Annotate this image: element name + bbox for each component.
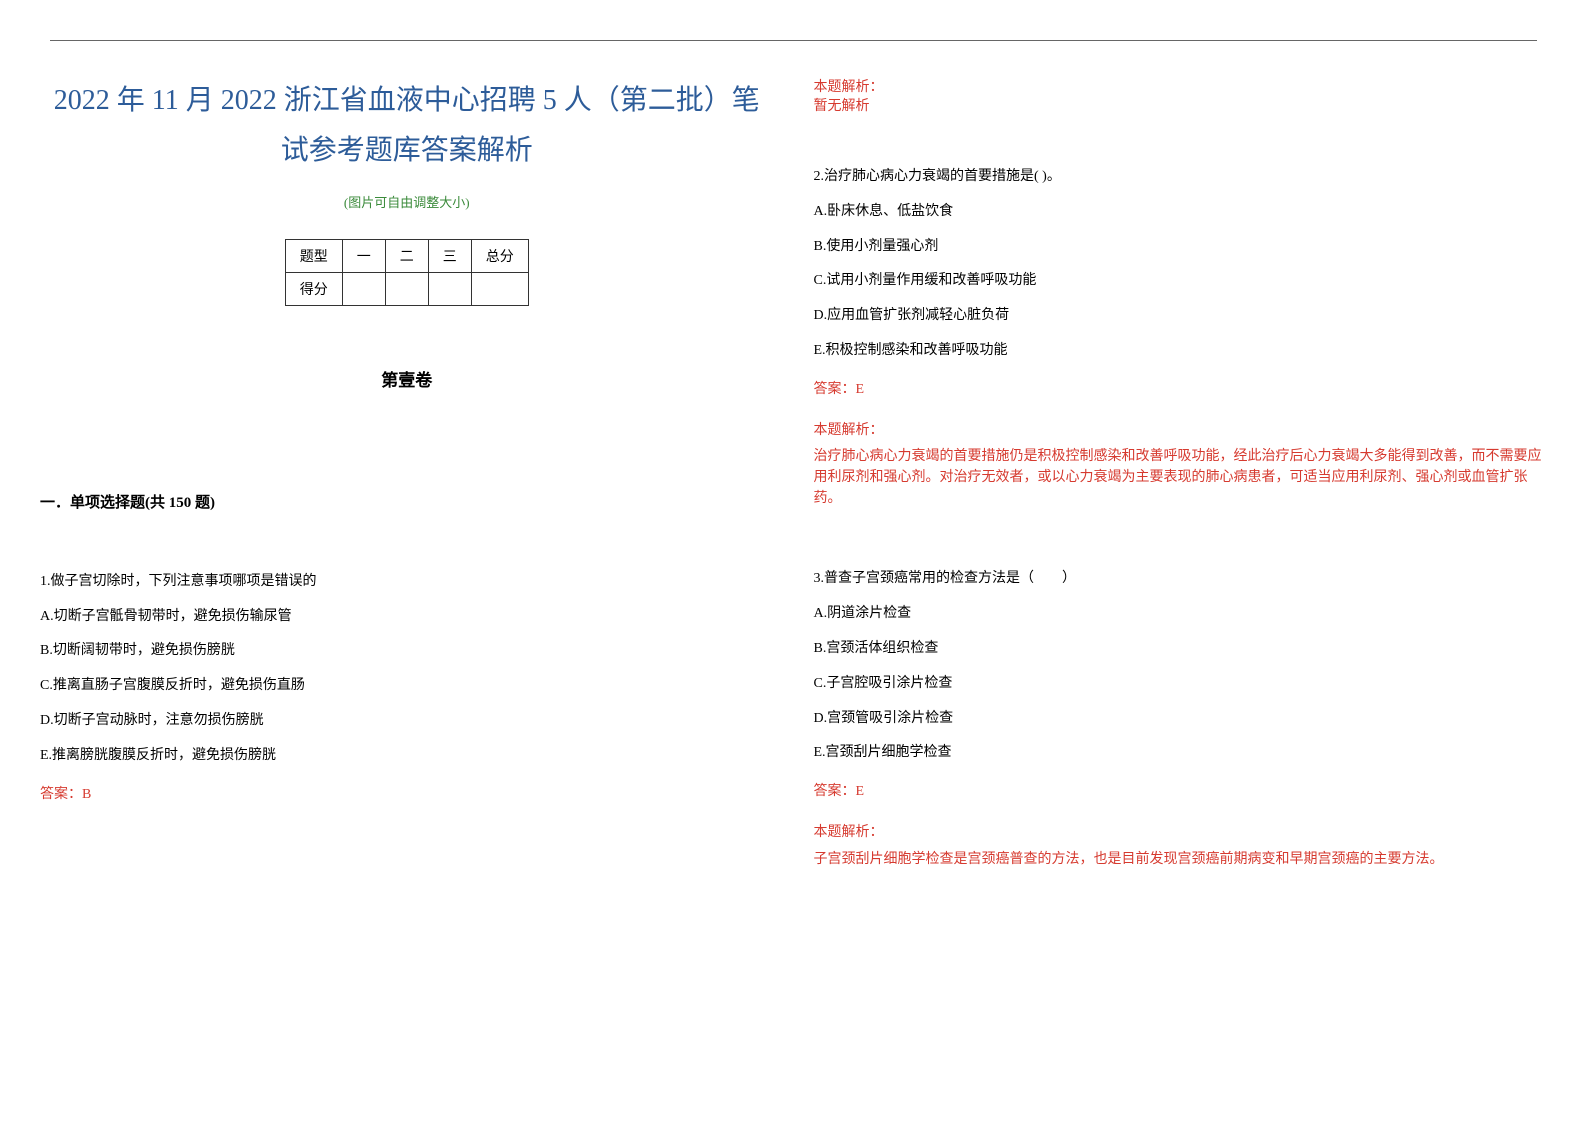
table-row: 题型 一 二 三 总分 [285, 239, 528, 272]
answer: 答案：E [814, 375, 1548, 406]
table-row: 得分 [285, 272, 528, 305]
cell-col2: 二 [385, 239, 428, 272]
option-a: A.切断子宫骶骨韧带时，避免损伤输尿管 [40, 602, 774, 633]
cell-blank [471, 272, 528, 305]
analysis-text: 子宫颈刮片细胞学检查是宫颈癌普查的方法，也是目前发现宫颈癌前期病变和早期宫颈癌的… [814, 849, 1548, 870]
cell-blank [342, 272, 385, 305]
cell-score-label: 得分 [285, 272, 342, 305]
left-column: 2022 年 11 月 2022 浙江省血液中心招聘 5 人（第二批）笔试参考题… [40, 76, 774, 888]
option-a: A.阴道涂片检查 [814, 599, 1548, 630]
cell-col1: 一 [342, 239, 385, 272]
analysis-label: 本题解析： [814, 416, 1548, 447]
option-e: E.积极控制感染和改善呼吸功能 [814, 336, 1548, 367]
option-b: B.切断阔韧带时，避免损伤膀胱 [40, 636, 774, 667]
section-heading: 一．单项选择题(共 150 题) [40, 491, 774, 512]
image-resize-note: (图片可自由调整大小) [40, 192, 774, 211]
analysis-label: 本题解析： [814, 76, 1548, 96]
analysis-text: 治疗肺心病心力衰竭的首要措施仍是积极控制感染和改善呼吸功能，经此治疗后心力衰竭大… [814, 446, 1548, 509]
option-e: E.推离膀胱腹膜反折时，避免损伤膀胱 [40, 741, 774, 772]
cell-col3: 三 [428, 239, 471, 272]
option-a: A.卧床休息、低盐饮食 [814, 197, 1548, 228]
option-c: C.试用小剂量作用缓和改善呼吸功能 [814, 266, 1548, 297]
cell-blank [428, 272, 471, 305]
question-2: 2.治疗肺心病心力衰竭的首要措施是( )。 A.卧床休息、低盐饮食 B.使用小剂… [814, 162, 1548, 509]
option-d: D.应用血管扩张剂减轻心脏负荷 [814, 301, 1548, 332]
answer: 答案：B [40, 780, 774, 811]
right-column: 本题解析： 暂无解析 2.治疗肺心病心力衰竭的首要措施是( )。 A.卧床休息、… [814, 76, 1548, 888]
option-b: B.宫颈活体组织检查 [814, 634, 1548, 665]
cell-blank [385, 272, 428, 305]
question-stem: 3.普查子宫颈癌常用的检查方法是（ ） [814, 564, 1548, 595]
document-title: 2022 年 11 月 2022 浙江省血液中心招聘 5 人（第二批）笔试参考题… [40, 76, 774, 177]
option-c: C.推离直肠子宫腹膜反折时，避免损伤直肠 [40, 671, 774, 702]
score-table: 题型 一 二 三 总分 得分 [285, 239, 529, 306]
question-1: 1.做子宫切除时，下列注意事项哪项是错误的 A.切断子宫骶骨韧带时，避免损伤输尿… [40, 567, 774, 811]
volume-title: 第壹卷 [40, 366, 774, 391]
cell-qtype: 题型 [285, 239, 342, 272]
option-c: C.子宫腔吸引涂片检查 [814, 669, 1548, 700]
option-d: D.切断子宫动脉时，注意勿损伤膀胱 [40, 706, 774, 737]
question-3: 3.普查子宫颈癌常用的检查方法是（ ） A.阴道涂片检查 B.宫颈活体组织检查 … [814, 564, 1548, 869]
top-divider [50, 40, 1537, 41]
question-stem: 2.治疗肺心病心力衰竭的首要措施是( )。 [814, 162, 1548, 193]
option-e: E.宫颈刮片细胞学检查 [814, 738, 1548, 769]
two-column-layout: 2022 年 11 月 2022 浙江省血液中心招聘 5 人（第二批）笔试参考题… [40, 76, 1547, 888]
option-d: D.宫颈管吸引涂片检查 [814, 704, 1548, 735]
analysis-text: 暂无解析 [814, 96, 1548, 117]
analysis-label: 本题解析： [814, 818, 1548, 849]
answer: 答案：E [814, 777, 1548, 808]
option-b: B.使用小剂量强心剂 [814, 232, 1548, 263]
cell-total: 总分 [471, 239, 528, 272]
question-stem: 1.做子宫切除时，下列注意事项哪项是错误的 [40, 567, 774, 598]
